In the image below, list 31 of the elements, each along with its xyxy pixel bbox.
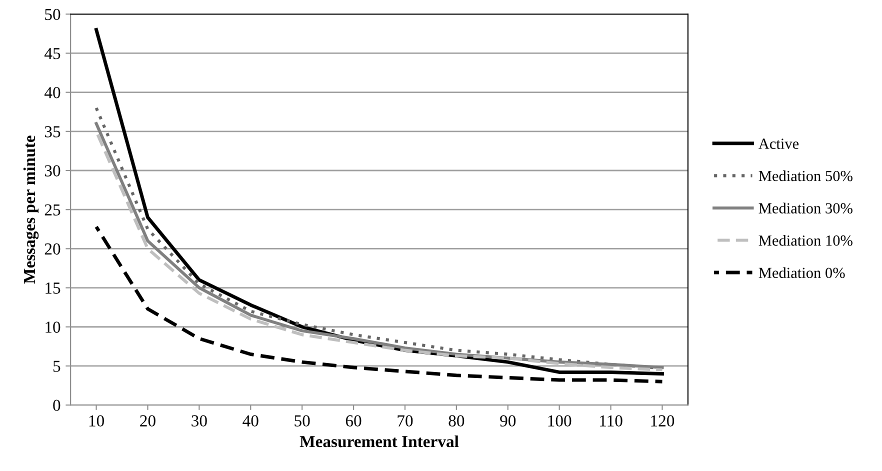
legend-label: Mediation 50%	[758, 170, 852, 182]
x-tick-label: 110	[600, 415, 622, 427]
legend-label: Active	[758, 138, 799, 149]
x-tick-label: 70	[398, 415, 413, 427]
x-tick-label: 90	[500, 415, 516, 427]
line-series	[94, 225, 664, 384]
y-tick-label: 45	[44, 48, 60, 60]
y-tick-label: 40	[44, 87, 60, 98]
y-axis-title: Messages per minute	[23, 136, 39, 284]
y-tick-label: 5	[53, 360, 60, 372]
y-tick-label: 0	[53, 400, 60, 412]
x-tick-label: 30	[192, 415, 207, 427]
x-tick-label: 100	[548, 415, 572, 427]
x-tick-label: 80	[448, 415, 464, 427]
legend-label: Mediation 10%	[758, 234, 852, 246]
y-tick-label: 50	[45, 8, 60, 20]
legend-label: Mediation 0%	[758, 267, 845, 278]
y-tick-label: 30	[44, 165, 60, 176]
legend-label: Mediation 30%	[758, 202, 852, 214]
y-tick-label: 25	[44, 204, 60, 216]
x-tick-label: 40	[242, 415, 258, 427]
x-tick-label: 10	[89, 415, 104, 427]
y-tick-label: 35	[44, 126, 60, 138]
x-tick-label: 50	[294, 415, 310, 427]
x-axis-title: Measurement Interval	[300, 435, 459, 448]
y-tick-label: 10	[46, 322, 60, 333]
x-tick-label: 120	[651, 415, 674, 427]
y-tick-label: 20	[44, 243, 60, 255]
x-tick-label: 60	[346, 415, 362, 427]
x-tick-label: 20	[140, 415, 156, 427]
y-tick-label: 15	[46, 282, 60, 294]
